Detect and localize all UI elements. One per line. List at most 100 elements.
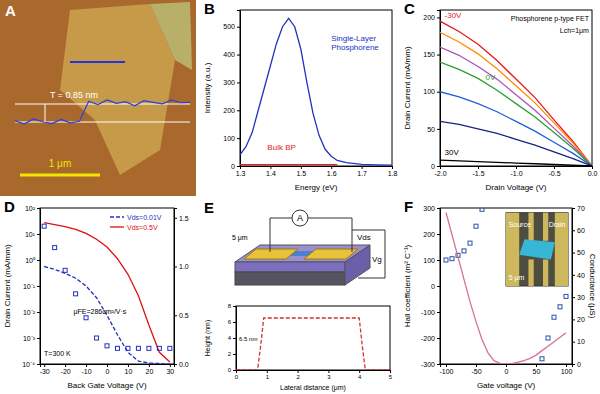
tick-mark <box>174 315 177 316</box>
y-axis-line <box>37 209 41 365</box>
series-line <box>440 21 592 166</box>
y2-axis-title: Conductance (μS) <box>588 254 597 319</box>
tick-mark <box>37 286 40 287</box>
panel-label: E <box>204 199 214 216</box>
tick-label: 1 <box>266 374 270 380</box>
y-axis-title: Drain Current (mA/mm) <box>403 46 412 129</box>
tick: 1.6 <box>327 166 337 177</box>
inset-electrode <box>543 259 548 286</box>
y2-axis: 010203040506070 <box>572 205 585 368</box>
plot-frame <box>440 208 572 364</box>
data-point <box>63 268 67 272</box>
tick: 20 <box>572 316 585 323</box>
data-point <box>546 336 550 340</box>
series-line <box>440 47 592 166</box>
tick-mark <box>170 364 171 367</box>
tick-label: 8 <box>228 303 232 309</box>
tick-mark <box>301 166 302 169</box>
tick-mark <box>298 370 299 373</box>
tick: 1 <box>266 370 270 380</box>
legend: Vds=0.01VVds=0.5V <box>110 214 162 231</box>
data-point <box>540 357 544 361</box>
y2-axis-line <box>175 209 178 365</box>
tick: 1.4 <box>266 166 276 177</box>
tick-mark <box>536 364 537 367</box>
tick-mark <box>476 364 477 367</box>
series-line <box>240 18 392 165</box>
tick: 5 <box>389 370 393 380</box>
y-axis-line <box>437 11 441 167</box>
tick-label: -30 <box>40 368 50 375</box>
chart-panel: -2.0-1.5-1.0-0.50.0050100150200-30V0V30V… <box>403 0 597 192</box>
tick: 1.8 <box>388 166 398 177</box>
tick: 500 <box>223 23 240 30</box>
tick-label: 10⁰ <box>25 257 36 264</box>
tick-mark <box>37 260 40 261</box>
panel-label: C <box>404 0 415 17</box>
tick: 10¹ <box>25 231 40 238</box>
tick-label: 1.3 <box>236 170 246 177</box>
y-axis: -300-200-1000100200300 <box>421 205 441 368</box>
tick-label: 1.5 <box>296 170 306 177</box>
annotation: T=300 K <box>44 350 71 357</box>
tick-mark <box>437 55 440 56</box>
tick-mark <box>37 312 40 313</box>
tick-label: 2 <box>228 351 232 357</box>
tick: 10 <box>572 338 585 345</box>
tick-mark <box>37 364 40 365</box>
ammeter-label: A <box>297 213 303 223</box>
tick-label: 10⁻¹ <box>23 283 36 290</box>
tick-mark <box>331 166 332 169</box>
tick: 0 <box>505 364 509 375</box>
data-point <box>74 292 78 296</box>
tick-label: 0 <box>431 163 435 170</box>
tick-label: 0 <box>505 368 509 375</box>
data-point <box>53 246 57 250</box>
tick-mark <box>572 253 575 254</box>
tick-label: -100 <box>421 309 435 316</box>
tick: 2 <box>296 370 300 380</box>
tick-label: -50 <box>471 368 481 375</box>
silicon-layer <box>235 272 345 285</box>
tick: 0 <box>431 163 440 170</box>
tick-mark <box>44 364 45 367</box>
tick: 10⁻³ <box>23 335 40 342</box>
tick-mark <box>437 17 440 18</box>
series-line <box>440 121 592 166</box>
ammeter <box>292 210 308 226</box>
tick: 0 <box>228 367 236 373</box>
tick: 60 <box>572 227 585 234</box>
tick-label: 10¹ <box>25 231 36 238</box>
tick: 100 <box>423 88 440 95</box>
data-point <box>450 257 454 261</box>
tick-mark <box>149 364 150 367</box>
tick: 4 <box>358 370 362 380</box>
tick-label: -2.0 <box>434 170 446 177</box>
tick-label: -300 <box>421 361 435 368</box>
data-point <box>136 346 140 350</box>
series-line <box>440 92 592 166</box>
annotation: 5 μm <box>509 274 525 282</box>
tick: 10⁻⁴ <box>22 361 40 368</box>
chart-panel: 1.31.41.51.61.71.80100200300400500Single… <box>203 0 397 192</box>
series-label: 0V <box>486 73 496 82</box>
x-axis-title: Drain Voltage (V) <box>486 183 547 192</box>
tick-label: 1.0 <box>179 263 189 270</box>
legend-label: Vds=0.5V <box>127 224 158 231</box>
y-axis: 10⁻⁴10⁻³10⁻²10⁻¹10⁰10¹10² <box>22 205 40 368</box>
x-axis-line <box>41 365 175 368</box>
scale-bar <box>20 174 100 177</box>
tick-label: -20 <box>61 368 71 375</box>
x-axis-line <box>237 371 391 374</box>
tick-label: 0 <box>106 368 110 375</box>
tick-label: 10⁻² <box>23 309 36 316</box>
x-axis-title: Energy (eV) <box>295 183 338 192</box>
tick: 40 <box>572 272 585 279</box>
annotation: Drain <box>549 221 566 228</box>
tick-mark <box>233 322 236 323</box>
scale-bar-label: 1 μm <box>49 158 71 169</box>
tick: -2.0 <box>434 166 446 177</box>
tick-label: 0 <box>235 374 239 380</box>
tick: 0 <box>572 361 581 368</box>
tick-label: 1.4 <box>266 170 276 177</box>
